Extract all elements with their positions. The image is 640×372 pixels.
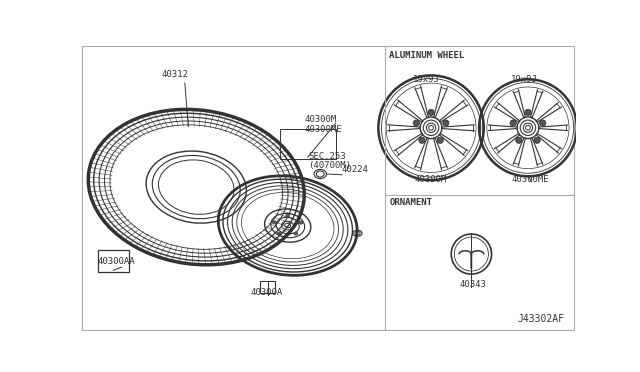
Text: 40300ME: 40300ME [305,125,342,134]
Circle shape [525,109,531,115]
Bar [280,129,336,158]
Text: SEC.253: SEC.253 [308,152,346,161]
Circle shape [428,109,434,115]
Text: 40300M: 40300M [415,175,447,184]
Text: (40700M): (40700M) [308,161,351,170]
Circle shape [419,137,425,143]
Circle shape [413,120,419,126]
Text: 40312: 40312 [161,70,188,79]
Ellipse shape [294,232,298,235]
Text: 40224: 40224 [342,165,369,174]
Circle shape [540,120,546,126]
Ellipse shape [273,221,276,224]
Ellipse shape [278,232,282,235]
Text: ALUMINUM WHEEL: ALUMINUM WHEEL [389,51,465,61]
Text: 40300A: 40300A [250,288,283,297]
Text: 19x9J: 19x9J [413,75,440,84]
Circle shape [510,120,516,126]
Circle shape [437,137,444,143]
Text: 40300AA: 40300AA [97,257,134,266]
Text: 19x9J: 19x9J [511,75,538,84]
Text: J43302AF: J43302AF [518,314,565,324]
Circle shape [534,137,540,143]
Circle shape [443,120,449,126]
Bar [98,250,129,272]
Text: ORNAMENT: ORNAMENT [389,198,432,207]
Ellipse shape [299,221,303,224]
Text: 40343: 40343 [460,280,486,289]
Text: 40300M: 40300M [305,115,337,124]
Circle shape [516,137,522,143]
Text: 40300ME: 40300ME [511,175,549,184]
Ellipse shape [286,214,290,217]
